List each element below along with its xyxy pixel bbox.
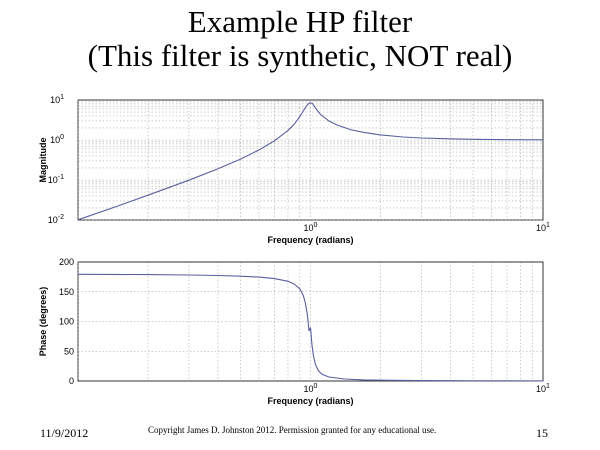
- x-axis-label: Frequency (radians): [267, 235, 353, 245]
- y-tick-label: 101: [50, 94, 64, 105]
- y-tick-label: 10-1: [48, 174, 64, 185]
- footer-copyright: Copyright James D. Johnston 2012. Permis…: [148, 425, 437, 435]
- y-gridlines: [78, 101, 543, 221]
- y-tick-label: 100: [50, 134, 64, 145]
- slide-subtitle: (This filter is synthetic, NOT real): [87, 38, 513, 73]
- response-curve: [77, 102, 544, 221]
- x-tick-label: 101: [536, 222, 550, 233]
- y-axis-label: Magnitude: [38, 138, 48, 183]
- y-tick-label: 10-2: [48, 214, 64, 225]
- footer-page-number: 15: [536, 426, 548, 440]
- slide-title: Example HP filter: [187, 4, 413, 39]
- x-tick-label: 100: [304, 222, 318, 233]
- x-gridlines: [77, 100, 533, 220]
- footer-date: 11/9/2012: [40, 426, 89, 440]
